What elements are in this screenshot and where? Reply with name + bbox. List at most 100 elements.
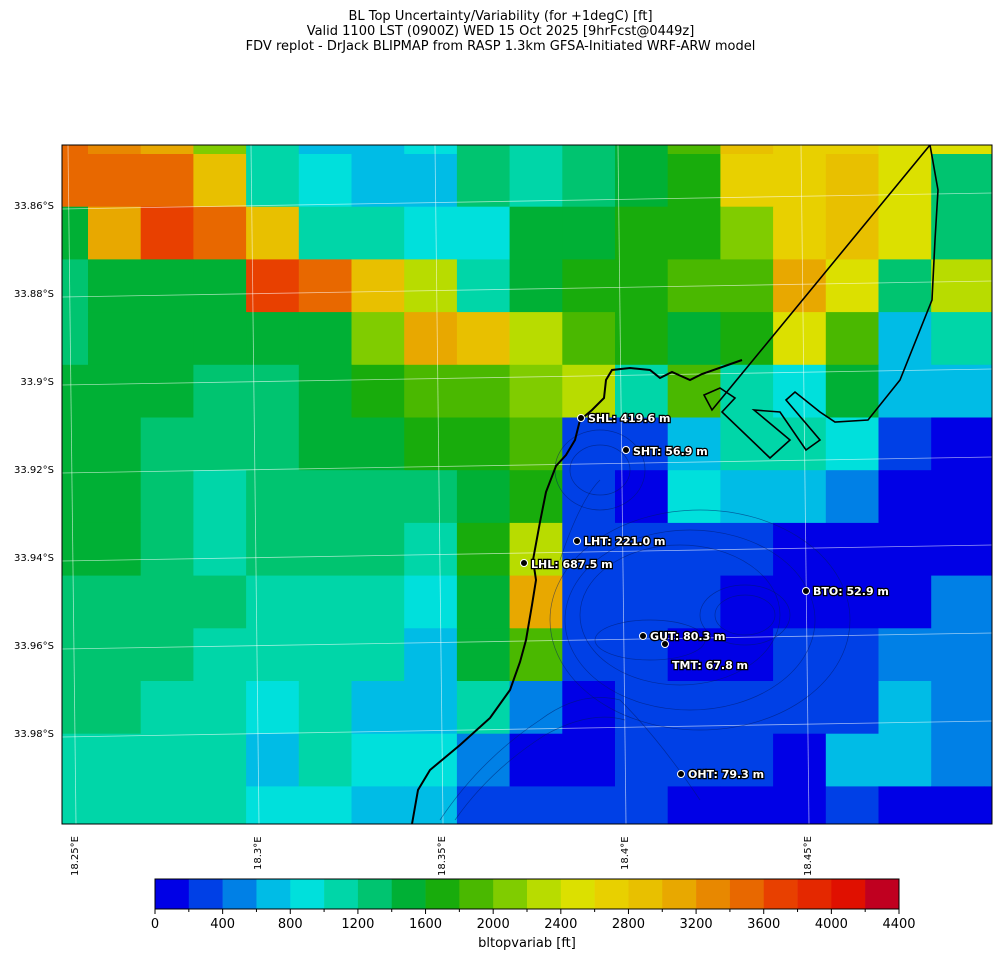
heatmap-cell — [88, 145, 142, 155]
colorbar-swatch — [155, 879, 190, 909]
station-label: BTO: 52.9 m — [813, 585, 889, 598]
heatmap-cell — [140, 681, 194, 735]
heatmap-cell — [62, 470, 89, 524]
colorbar-swatch — [425, 879, 460, 909]
lat-line — [62, 544, 992, 562]
station-marker — [802, 587, 810, 595]
heatmap-cell — [509, 628, 563, 682]
heatmap-cell — [878, 470, 932, 524]
heatmap-cell — [404, 312, 458, 366]
heatmap-cell — [615, 259, 669, 313]
heatmap-cell — [193, 312, 247, 366]
station-label: LHT: 221.0 m — [584, 535, 665, 548]
heatmap-cell — [246, 259, 300, 313]
terrain-contours — [439, 429, 851, 821]
lon-label: 18.25°E — [70, 836, 81, 876]
heatmap-cell — [140, 470, 194, 524]
heatmap-cell — [983, 628, 992, 682]
heatmap-cell — [562, 364, 616, 418]
heatmap-cell — [140, 154, 194, 208]
heatmap-cell — [720, 312, 774, 366]
heatmap-cell — [773, 470, 827, 524]
heatmap-cell — [456, 733, 511, 787]
heatmap-cell — [931, 681, 985, 735]
heatmap-cell — [456, 259, 511, 313]
colorbar-tick-label: 4400 — [882, 917, 916, 932]
colorbar-swatch — [696, 879, 731, 909]
heatmap-cell — [88, 575, 142, 629]
heatmap-cell — [88, 154, 142, 208]
heatmap-cell — [720, 733, 774, 787]
heatmap-cell — [62, 145, 89, 155]
heatmap-cell — [509, 470, 563, 524]
heatmap-cell — [983, 417, 992, 471]
heatmap-cell — [615, 786, 669, 824]
heatmap-cell — [351, 206, 405, 260]
heatmap-cell — [62, 628, 89, 682]
station-label: SHT: 56.9 m — [633, 445, 708, 458]
heatmap-cell — [720, 470, 774, 524]
heatmap-cell — [509, 522, 563, 577]
heatmap-cell — [825, 417, 879, 471]
heatmap-cell — [404, 522, 458, 577]
heatmap-cell — [351, 417, 405, 471]
heatmap-cell — [931, 417, 985, 471]
heatmap-cell — [193, 154, 247, 208]
heatmap-cell — [773, 786, 827, 824]
heatmap-cell — [351, 628, 405, 682]
heatmap-cell — [404, 364, 458, 418]
heatmap-cell — [62, 154, 89, 208]
heatmap-cell — [351, 733, 405, 787]
heatmap-cell — [62, 312, 89, 366]
heatmap-cell — [509, 312, 563, 366]
colorbar-swatch — [256, 879, 291, 909]
heatmap-cell — [88, 312, 142, 366]
heatmap-cell — [404, 628, 458, 682]
lat-label: 33.94°S — [14, 553, 54, 564]
heatmap-cell — [456, 206, 511, 260]
heatmap-cell — [562, 312, 616, 366]
heatmap-cell — [878, 681, 932, 735]
lat-label: 33.88°S — [14, 289, 54, 300]
heatmap-cell — [298, 733, 352, 787]
heatmap-cell — [509, 259, 563, 313]
heatmap-cell — [456, 575, 511, 629]
heatmap-cell — [878, 628, 932, 682]
colorbar-swatch — [560, 879, 595, 909]
heatmap-cell — [825, 628, 879, 682]
lat-line — [62, 456, 992, 474]
heatmap-cell — [404, 417, 458, 471]
heatmap-cell — [720, 681, 774, 735]
heatmap-cell — [509, 733, 563, 787]
lat-label: 33.96°S — [14, 641, 54, 652]
heatmap-cell — [615, 733, 669, 787]
heatmap-cell — [825, 259, 879, 313]
heatmap-cell — [193, 470, 247, 524]
heatmap-cell — [298, 312, 352, 366]
heatmap-cell — [193, 417, 247, 471]
colorbar-swatch — [594, 879, 629, 909]
title-line-2: Valid 1100 LST (0900Z) WED 15 Oct 2025 [… — [306, 24, 695, 39]
station-label: OHT: 79.3 m — [688, 768, 764, 781]
heatmap-cell — [456, 364, 511, 418]
colorbar — [154, 878, 900, 914]
graticule — [62, 145, 992, 824]
colorbar-tick-label: 0 — [150, 917, 160, 932]
colorbar-swatch — [188, 879, 223, 909]
heatmap-cell — [509, 681, 563, 735]
heatmap-cell — [351, 575, 405, 629]
heatmap-cell — [878, 364, 932, 418]
heatmap-cell — [773, 312, 827, 366]
heatmap-cell — [509, 417, 563, 471]
heatmap-cell — [246, 364, 300, 418]
station-label: GUT: 80.3 m — [650, 630, 726, 643]
heatmap-cell — [140, 786, 194, 824]
heatmap-cell — [983, 312, 992, 366]
heatmap-cell — [140, 206, 194, 260]
heatmap-cell — [193, 364, 247, 418]
colorbar-tick-label: 2800 — [611, 917, 645, 932]
heatmap-cell — [878, 145, 932, 155]
heatmap-cell — [140, 575, 194, 629]
heatmap-cell — [193, 786, 247, 824]
heatmap-cell — [615, 522, 669, 577]
